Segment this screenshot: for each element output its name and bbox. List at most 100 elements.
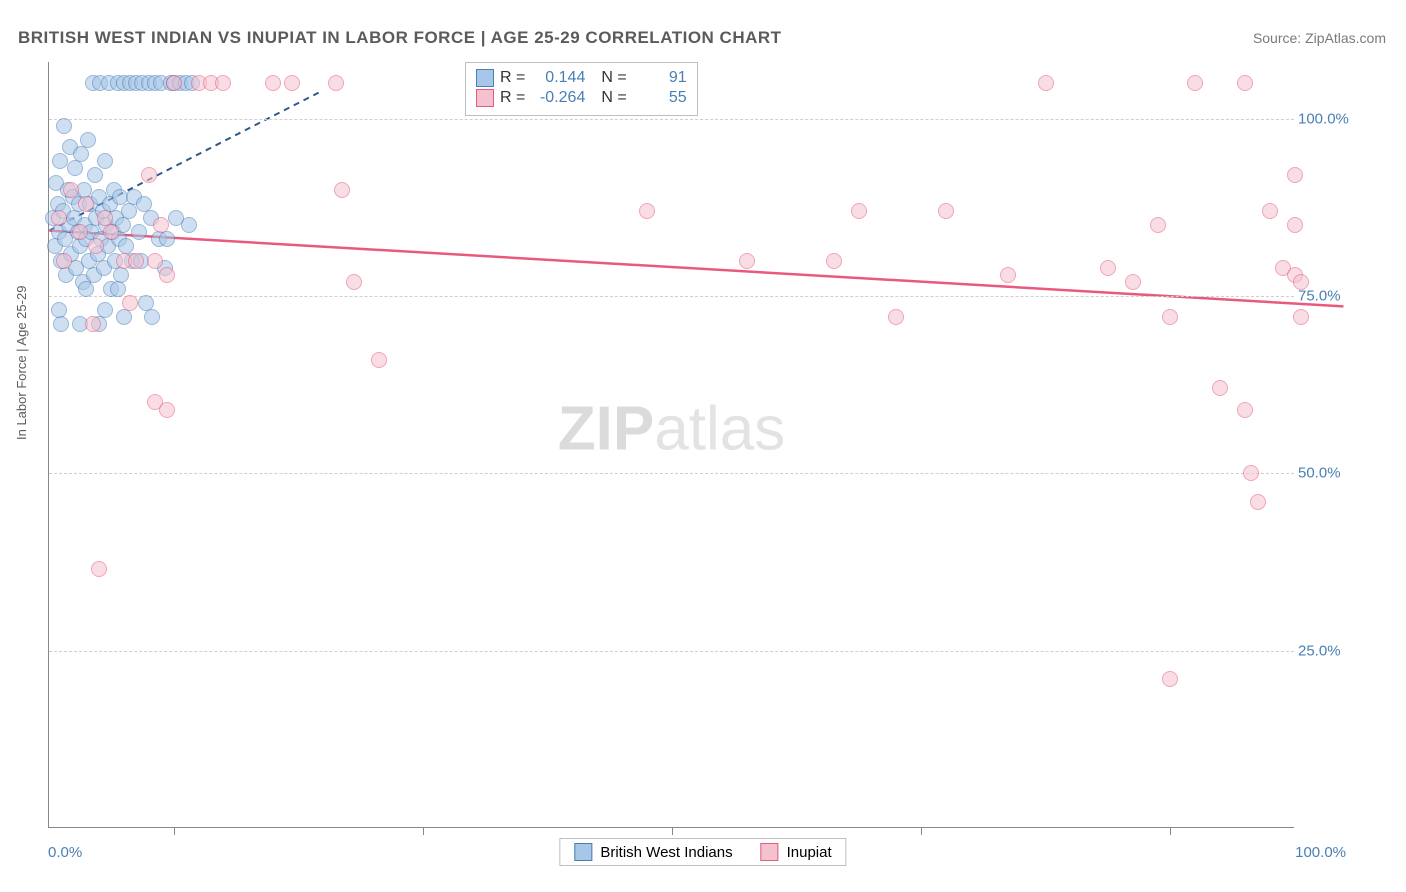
y-tick-label: 50.0% xyxy=(1298,465,1354,482)
data-point xyxy=(166,75,182,91)
stat-row: R = -0.264 N = 55 xyxy=(476,89,687,107)
data-point xyxy=(63,182,79,198)
data-point xyxy=(131,224,147,240)
data-point xyxy=(121,203,137,219)
data-point xyxy=(938,203,954,219)
correlation-chart: BRITISH WEST INDIAN VS INUPIAT IN LABOR … xyxy=(0,0,1406,892)
x-tick xyxy=(174,827,175,835)
data-point xyxy=(284,75,300,91)
stat-n-value: 91 xyxy=(633,69,687,87)
data-point xyxy=(122,295,138,311)
data-point xyxy=(1162,671,1178,687)
data-point xyxy=(328,75,344,91)
x-tick xyxy=(672,827,673,835)
data-point xyxy=(1212,380,1228,396)
data-point xyxy=(739,253,755,269)
watermark: ZIPatlas xyxy=(558,394,785,465)
data-point xyxy=(1125,274,1141,290)
x-axis-max-label: 100.0% xyxy=(1295,844,1346,861)
watermark-light: atlas xyxy=(654,395,785,464)
data-point xyxy=(215,75,231,91)
data-point xyxy=(110,281,126,297)
data-point xyxy=(52,153,68,169)
data-point xyxy=(265,75,281,91)
stat-n-value: 55 xyxy=(633,89,687,107)
data-point xyxy=(639,203,655,219)
data-point xyxy=(141,167,157,183)
data-point xyxy=(1150,217,1166,233)
data-point xyxy=(67,160,83,176)
source-attribution: Source: ZipAtlas.com xyxy=(1253,30,1386,46)
data-point xyxy=(144,309,160,325)
stat-r-label: R = xyxy=(500,89,525,107)
watermark-bold: ZIP xyxy=(558,395,654,464)
data-point xyxy=(87,167,103,183)
data-point xyxy=(53,316,69,332)
data-point xyxy=(1262,203,1278,219)
data-point xyxy=(1038,75,1054,91)
stat-r-value: -0.264 xyxy=(531,89,585,107)
data-point xyxy=(1100,260,1116,276)
data-point xyxy=(72,224,88,240)
data-point xyxy=(73,146,89,162)
data-point xyxy=(80,132,96,148)
data-point xyxy=(888,309,904,325)
data-point xyxy=(181,217,197,233)
data-point xyxy=(1287,167,1303,183)
data-point xyxy=(51,302,67,318)
data-point xyxy=(1000,267,1016,283)
y-tick-label: 75.0% xyxy=(1298,288,1354,305)
data-point xyxy=(826,253,842,269)
data-point xyxy=(147,253,163,269)
series-swatch xyxy=(476,69,494,87)
data-point xyxy=(1293,274,1309,290)
x-tick xyxy=(423,827,424,835)
stat-n-label: N = xyxy=(601,89,626,107)
data-point xyxy=(1187,75,1203,91)
data-point xyxy=(159,231,175,247)
series-legend: British West Indians Inupiat xyxy=(559,838,846,866)
x-axis-min-label: 0.0% xyxy=(48,844,82,861)
data-point xyxy=(136,196,152,212)
legend-swatch xyxy=(574,843,592,861)
chart-title: BRITISH WEST INDIAN VS INUPIAT IN LABOR … xyxy=(18,28,782,48)
data-point xyxy=(1293,309,1309,325)
data-point xyxy=(1287,217,1303,233)
data-point xyxy=(159,267,175,283)
data-point xyxy=(78,281,94,297)
data-point xyxy=(153,217,169,233)
plot-area: ZIPatlas 25.0%50.0%75.0%100.0% xyxy=(48,62,1294,828)
data-point xyxy=(56,118,72,134)
y-tick-label: 25.0% xyxy=(1298,642,1354,659)
series-swatch xyxy=(476,89,494,107)
data-point xyxy=(85,316,101,332)
data-point xyxy=(1237,75,1253,91)
data-point xyxy=(1250,494,1266,510)
data-point xyxy=(103,224,119,240)
data-point xyxy=(1162,309,1178,325)
gridline-horizontal xyxy=(49,296,1294,297)
stat-n-label: N = xyxy=(601,69,626,87)
trend-line xyxy=(49,231,1343,307)
stat-r-value: 0.144 xyxy=(531,69,585,87)
y-axis-label: In Labor Force | Age 25-29 xyxy=(14,286,29,440)
data-point xyxy=(56,253,72,269)
gridline-horizontal xyxy=(49,473,1294,474)
data-point xyxy=(334,182,350,198)
legend-label: Inupiat xyxy=(787,844,832,861)
data-point xyxy=(51,210,67,226)
y-tick-label: 100.0% xyxy=(1298,110,1354,127)
correlation-stats-box: R = 0.144 N = 91 R = -0.264 N = 55 xyxy=(465,62,698,116)
trend-lines-layer xyxy=(49,62,1294,827)
gridline-horizontal xyxy=(49,119,1294,120)
data-point xyxy=(1237,402,1253,418)
data-point xyxy=(346,274,362,290)
data-point xyxy=(1243,465,1259,481)
data-point xyxy=(116,309,132,325)
x-tick xyxy=(921,827,922,835)
legend-item: Inupiat xyxy=(761,843,832,861)
x-tick xyxy=(1170,827,1171,835)
stat-r-label: R = xyxy=(500,69,525,87)
legend-item: British West Indians xyxy=(574,843,732,861)
stat-row: R = 0.144 N = 91 xyxy=(476,69,687,87)
